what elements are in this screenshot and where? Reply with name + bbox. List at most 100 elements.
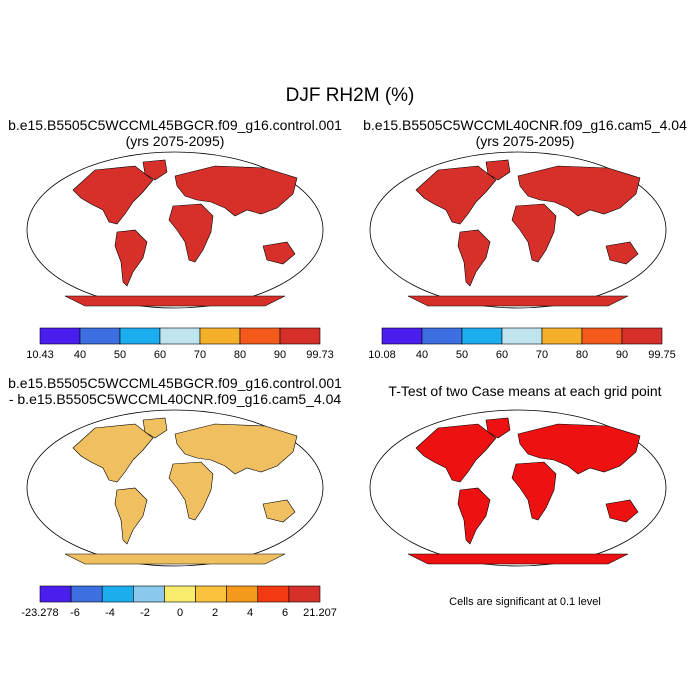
- colorbar-swatch: [79, 327, 121, 345]
- colorbar-swatch: [288, 585, 321, 603]
- australia-landmass: [605, 241, 639, 265]
- panel-3-title-line-1: b.e15.B5505C5WCCML45BGCR.f09_g16.control…: [8, 375, 342, 391]
- antarctica-landmass: [64, 295, 286, 307]
- colorbar-tick-label: 40: [416, 349, 428, 361]
- antarctica-landmass: [407, 553, 629, 565]
- continents: [407, 159, 641, 307]
- continents: [64, 159, 298, 307]
- colorbar-tick-label: 4: [247, 607, 253, 619]
- africa-landmass: [511, 461, 557, 521]
- panel-4-map: [369, 409, 667, 567]
- colorbar-swatch: [195, 585, 227, 603]
- north-america-landmass: [72, 165, 154, 225]
- colorbar-tick-label: 21.207: [303, 607, 337, 619]
- panel-1-title-line-1: b.e15.B5505C5WCCML45BGCR.f09_g16.control…: [8, 117, 342, 133]
- colorbar-tick-label: 10.43: [26, 349, 54, 361]
- south-america-landmass: [457, 229, 491, 287]
- colorbar-tick-label: -2: [140, 607, 150, 619]
- colorbar-tick-label: 99.75: [648, 349, 676, 361]
- panel-4-title-line-1: T-Test of two Case means at each grid po…: [388, 383, 662, 399]
- colorbar-swatch: [421, 327, 463, 345]
- colorbar-swatch: [279, 327, 321, 345]
- south-america-landmass: [114, 229, 148, 287]
- colorbar-swatch: [159, 327, 201, 345]
- colorbar-tick-label: 60: [154, 349, 166, 361]
- greenland-landmass: [142, 159, 168, 181]
- colorbar-tick-label: 70: [194, 349, 206, 361]
- colorbar-swatch: [381, 327, 423, 345]
- colorbar-tick-label: 80: [576, 349, 588, 361]
- colorbar-swatch: [101, 585, 134, 603]
- panel-2-title: b.e15.B5505C5WCCML40CNR.f09_g16.cam5_4.0…: [350, 117, 700, 149]
- colorbar-tick-label: 70: [536, 349, 548, 361]
- greenland-landmass: [142, 417, 168, 439]
- greenland-landmass: [485, 417, 511, 439]
- colorbar-tick-label: -6: [70, 607, 80, 619]
- europe-asia-landmass: [517, 165, 641, 217]
- continents: [407, 417, 641, 565]
- colorbar-swatch: [621, 327, 663, 345]
- colorbar-tick-label: 2: [212, 607, 218, 619]
- panel-1-title-line-2: (yrs 2075-2095): [125, 133, 225, 149]
- colorbar-tick-label: 0: [177, 607, 183, 619]
- colorbar-swatch: [581, 327, 623, 345]
- colorbar-swatch: [119, 327, 161, 345]
- colorbar-swatch: [461, 327, 503, 345]
- colorbar-tick-label: 60: [496, 349, 508, 361]
- north-america-landmass: [415, 423, 497, 483]
- colorbar-swatch: [133, 585, 165, 603]
- colorbar-tick-label: 99.73: [306, 349, 334, 361]
- panel-2-title-line-2: (yrs 2075-2095): [475, 133, 575, 149]
- antarctica-landmass: [64, 553, 286, 565]
- panel-2-title-line-1: b.e15.B5505C5WCCML40CNR.f09_g16.cam5_4.0…: [363, 117, 687, 133]
- colorbar-swatch: [70, 585, 103, 603]
- australia-landmass: [605, 499, 639, 523]
- panel-3-title-line-2: - b.e15.B5505C5WCCML40CNR.f09_g16.cam5_4…: [8, 391, 342, 407]
- colorbar-tick-label: 50: [114, 349, 126, 361]
- panel-1-title: b.e15.B5505C5WCCML45BGCR.f09_g16.control…: [0, 117, 350, 149]
- antarctica-landmass: [407, 295, 629, 307]
- north-america-landmass: [415, 165, 497, 225]
- colorbar-swatch: [501, 327, 543, 345]
- south-america-landmass: [457, 487, 491, 545]
- australia-landmass: [262, 499, 296, 523]
- colorbar-swatch: [226, 585, 259, 603]
- colorbar-tick-label: 6: [282, 607, 288, 619]
- greenland-landmass: [485, 159, 511, 181]
- panel-1-map: [26, 151, 324, 309]
- colorbar-swatch: [199, 327, 241, 345]
- colorbar-tick-label: 90: [274, 349, 286, 361]
- africa-landmass: [168, 203, 214, 263]
- colorbar-swatch: [164, 585, 196, 603]
- africa-landmass: [168, 461, 214, 521]
- colorbar-2: 10.08 40 50 60 70 80 90 99.75: [368, 327, 676, 361]
- europe-asia-landmass: [517, 423, 641, 475]
- colorbar-swatch: [257, 585, 290, 603]
- panel-2-map: [369, 151, 667, 309]
- colorbar-tick-label: 10.08: [368, 349, 396, 361]
- continents: [64, 417, 298, 565]
- colorbar-tick-label: 90: [616, 349, 628, 361]
- colorbar-swatch: [39, 585, 72, 603]
- colorbar-swatch: [541, 327, 583, 345]
- significance-note: Cells are significant at 0.1 level: [449, 596, 601, 608]
- north-america-landmass: [72, 423, 154, 483]
- colorbar-tick-label: 40: [74, 349, 86, 361]
- panel-3-title: b.e15.B5505C5WCCML45BGCR.f09_g16.control…: [0, 375, 350, 407]
- europe-asia-landmass: [174, 165, 298, 217]
- panel-4-title: T-Test of two Case means at each grid po…: [350, 383, 700, 399]
- europe-asia-landmass: [174, 423, 298, 475]
- africa-landmass: [511, 203, 557, 263]
- colorbar-tick-label: -4: [105, 607, 115, 619]
- colorbar-tick-label: -23.278: [21, 607, 58, 619]
- colorbar-3: -23.278 -6 -4 -2 0 2 4 6 21.207: [21, 585, 337, 619]
- australia-landmass: [262, 241, 296, 265]
- panel-3-map: [26, 409, 324, 567]
- main-title: DJF RH2M (%): [285, 85, 415, 106]
- south-america-landmass: [114, 487, 148, 545]
- colorbar-1: 10.43 40 50 60 70 80 90 99.73: [26, 327, 334, 361]
- colorbar-tick-label: 50: [456, 349, 468, 361]
- colorbar-tick-label: 80: [234, 349, 246, 361]
- colorbar-swatch: [239, 327, 281, 345]
- colorbar-swatch: [39, 327, 81, 345]
